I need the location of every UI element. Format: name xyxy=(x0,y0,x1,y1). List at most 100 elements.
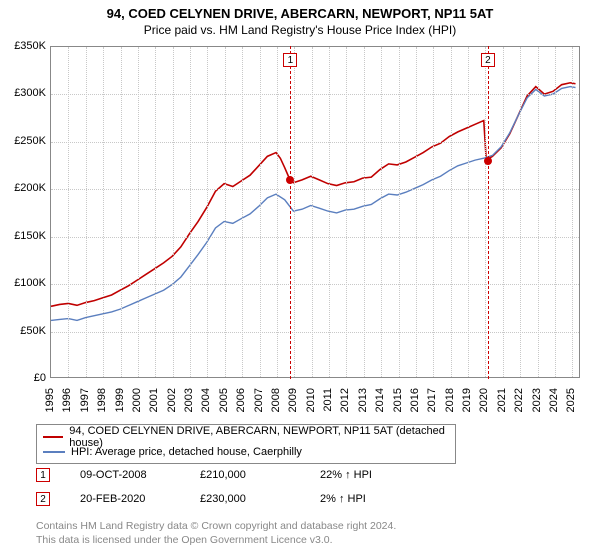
gridline-v xyxy=(346,47,347,377)
gridline-v xyxy=(485,47,486,377)
gridline-h xyxy=(51,94,579,95)
x-axis-label: 2021 xyxy=(496,388,508,416)
y-axis-label: £150K xyxy=(4,230,46,242)
legend-swatch xyxy=(43,436,63,438)
x-axis-label: 1995 xyxy=(44,388,56,416)
marker-line-1 xyxy=(290,46,291,379)
marker-badge-2: 2 xyxy=(481,53,495,67)
gridline-v xyxy=(416,47,417,377)
gridline-v xyxy=(538,47,539,377)
sale-marker-2: 2 xyxy=(36,492,50,506)
legend-swatch xyxy=(43,451,65,453)
gridline-v xyxy=(121,47,122,377)
x-axis-label: 2019 xyxy=(461,388,473,416)
gridline-v xyxy=(433,47,434,377)
marker-line-2 xyxy=(488,46,489,379)
gridline-v xyxy=(207,47,208,377)
gridline-v xyxy=(572,47,573,377)
x-axis-label: 2011 xyxy=(322,388,334,416)
y-axis-label: £50K xyxy=(4,325,46,337)
gridline-v xyxy=(225,47,226,377)
sale-row-1: 1 09-OCT-2008 £210,000 22% ↑ HPI xyxy=(36,468,410,482)
series-property xyxy=(51,83,576,307)
page-subtitle: Price paid vs. HM Land Registry's House … xyxy=(0,21,600,37)
gridline-v xyxy=(138,47,139,377)
x-axis-label: 2006 xyxy=(235,388,247,416)
gridline-v xyxy=(86,47,87,377)
footnote-2: This data is licensed under the Open Gov… xyxy=(36,534,333,547)
sale-price-1: £210,000 xyxy=(200,469,290,481)
x-axis-label: 2025 xyxy=(565,388,577,416)
x-axis-label: 1999 xyxy=(114,388,126,416)
gridline-v xyxy=(155,47,156,377)
x-axis-label: 1996 xyxy=(61,388,73,416)
x-axis-label: 1997 xyxy=(79,388,91,416)
x-axis-label: 2003 xyxy=(183,388,195,416)
x-axis-label: 2005 xyxy=(218,388,230,416)
x-axis-label: 2001 xyxy=(148,388,160,416)
gridline-h xyxy=(51,142,579,143)
x-axis-label: 2000 xyxy=(131,388,143,416)
gridline-h xyxy=(51,189,579,190)
gridline-v xyxy=(173,47,174,377)
gridline-v xyxy=(260,47,261,377)
gridline-h xyxy=(51,284,579,285)
y-axis-label: £300K xyxy=(4,87,46,99)
legend-row-0: 94, COED CELYNEN DRIVE, ABERCARN, NEWPOR… xyxy=(43,429,449,444)
footnote-1: Contains HM Land Registry data © Crown c… xyxy=(36,520,396,533)
gridline-v xyxy=(329,47,330,377)
x-axis-label: 2008 xyxy=(270,388,282,416)
y-axis-label: £350K xyxy=(4,40,46,52)
legend-label: HPI: Average price, detached house, Caer… xyxy=(71,446,302,458)
sale-dot-2 xyxy=(484,157,492,165)
gridline-h xyxy=(51,237,579,238)
y-axis-label: £100K xyxy=(4,277,46,289)
sale-date-2: 20-FEB-2020 xyxy=(80,493,170,505)
x-axis-label: 2009 xyxy=(287,388,299,416)
gridline-v xyxy=(503,47,504,377)
x-axis-label: 2010 xyxy=(305,388,317,416)
sale-delta-1: 22% ↑ HPI xyxy=(320,469,410,481)
y-axis-label: £0 xyxy=(4,372,46,384)
x-axis-label: 2018 xyxy=(444,388,456,416)
x-axis-label: 2002 xyxy=(166,388,178,416)
sale-marker-1: 1 xyxy=(36,468,50,482)
gridline-v xyxy=(68,47,69,377)
sale-price-2: £230,000 xyxy=(200,493,290,505)
gridline-v xyxy=(277,47,278,377)
gridline-v xyxy=(103,47,104,377)
page-title: 94, COED CELYNEN DRIVE, ABERCARN, NEWPOR… xyxy=(0,0,600,21)
x-axis-label: 2014 xyxy=(374,388,386,416)
x-axis-label: 1998 xyxy=(96,388,108,416)
sale-delta-2: 2% ↑ HPI xyxy=(320,493,410,505)
gridline-v xyxy=(364,47,365,377)
gridline-h xyxy=(51,332,579,333)
gridline-v xyxy=(399,47,400,377)
plot-area: 12 xyxy=(50,46,580,378)
gridline-v xyxy=(520,47,521,377)
gridline-v xyxy=(468,47,469,377)
x-axis-label: 2004 xyxy=(200,388,212,416)
x-axis-label: 2016 xyxy=(409,388,421,416)
gridline-v xyxy=(294,47,295,377)
y-axis-label: £250K xyxy=(4,135,46,147)
x-axis-label: 2023 xyxy=(531,388,543,416)
y-axis-label: £200K xyxy=(4,182,46,194)
chart-lines xyxy=(51,47,579,377)
gridline-v xyxy=(242,47,243,377)
legend: 94, COED CELYNEN DRIVE, ABERCARN, NEWPOR… xyxy=(36,424,456,464)
gridline-v xyxy=(381,47,382,377)
marker-badge-1: 1 xyxy=(283,53,297,67)
x-axis-label: 2022 xyxy=(513,388,525,416)
x-axis-label: 2012 xyxy=(339,388,351,416)
x-axis-label: 2017 xyxy=(426,388,438,416)
x-axis-label: 2015 xyxy=(392,388,404,416)
gridline-v xyxy=(555,47,556,377)
gridline-v xyxy=(190,47,191,377)
sale-dot-1 xyxy=(286,176,294,184)
sale-row-2: 2 20-FEB-2020 £230,000 2% ↑ HPI xyxy=(36,492,410,506)
price-chart: 12 £0£50K£100K£150K£200K£250K£300K£350K1… xyxy=(0,46,600,416)
gridline-v xyxy=(451,47,452,377)
x-axis-label: 2013 xyxy=(357,388,369,416)
x-axis-label: 2024 xyxy=(548,388,560,416)
